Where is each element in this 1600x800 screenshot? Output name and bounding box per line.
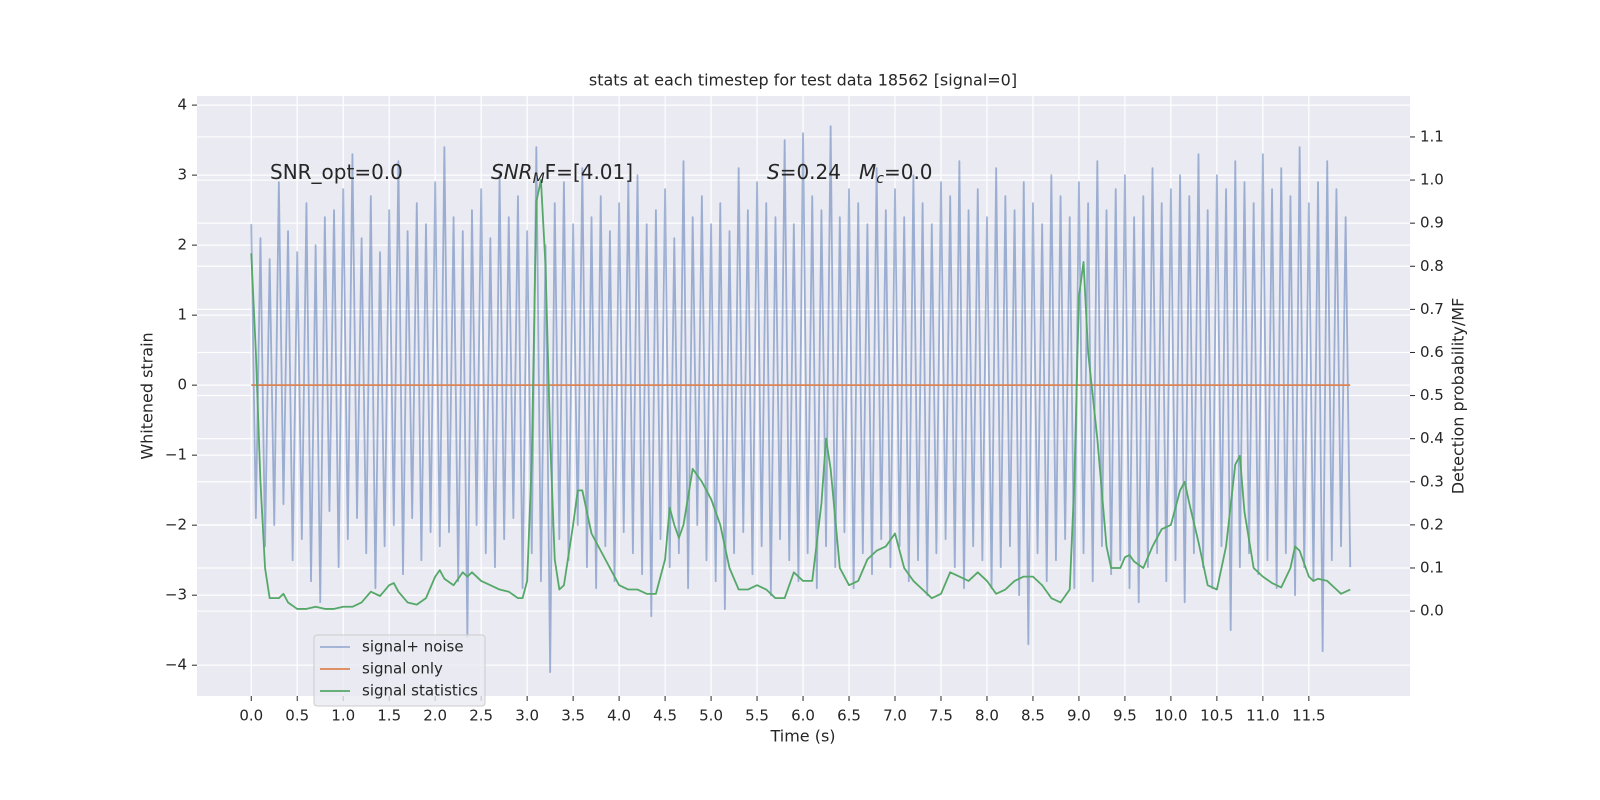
x-tick-label: 6.0 — [791, 707, 815, 725]
y-tick-label: −4 — [165, 656, 187, 674]
annotations: SNR_opt=0.0 SNRMF=[4.01] S=0.24 Mc=0.0 — [270, 160, 933, 188]
x-tick-label: 0.0 — [239, 707, 263, 725]
annotation-part: M — [533, 171, 545, 187]
y2-tick-label: 0.5 — [1420, 386, 1444, 404]
y2-tick-label: 0.2 — [1420, 515, 1444, 533]
y-tick-label: 2 — [177, 236, 187, 254]
x-tick-label: 4.0 — [607, 707, 631, 725]
y-axis-label: Whitened strain — [138, 332, 157, 459]
y-tick-label: −1 — [165, 446, 187, 464]
y-tick-label: 1 — [177, 306, 187, 324]
annotation-part: SNR — [491, 160, 533, 184]
x-tick-label: 2.0 — [423, 707, 447, 725]
x-tick-label: 9.0 — [1067, 707, 1091, 725]
x-tick-label: 8.0 — [975, 707, 999, 725]
legend-label: signal statistics — [362, 682, 478, 700]
x-tick-label: 2.5 — [469, 707, 493, 725]
marks — [250, 125, 1352, 674]
x-tick-label: 3.5 — [561, 707, 585, 725]
annotation-part: c — [876, 171, 884, 187]
annotation: SNR_opt=0.0 — [270, 160, 403, 184]
x-tick-label: 1.5 — [377, 707, 401, 725]
y2-tick-label: 0.7 — [1420, 300, 1444, 318]
legend-label: signal+ noise — [362, 638, 464, 656]
x-tick-label: 9.5 — [1113, 707, 1137, 725]
y2-tick-label: 0.6 — [1420, 343, 1444, 361]
y2-tick-label: 0.3 — [1420, 472, 1444, 490]
y2-tick-label: 0.8 — [1420, 257, 1444, 275]
x-tick-label: 7.5 — [929, 707, 953, 725]
y2-tick-label: 0.9 — [1420, 214, 1444, 232]
x-tick-label: 0.5 — [285, 707, 309, 725]
x-tick-label: 11.0 — [1246, 707, 1279, 725]
y2-tick-label: 0.0 — [1420, 602, 1444, 620]
annotation: S=0.24 — [767, 160, 841, 184]
y-tick-label: −2 — [165, 516, 187, 534]
annotation-part: F=[4.01] — [545, 160, 633, 184]
x-tick-label: 10.5 — [1200, 707, 1233, 725]
y2-tick-label: 1.1 — [1420, 127, 1444, 145]
x-tick-label: 7.0 — [883, 707, 907, 725]
x-tick-label: 8.5 — [1021, 707, 1045, 725]
y-tick-label: 0 — [177, 376, 187, 394]
x-tick-label: 3.0 — [515, 707, 539, 725]
legend: signal+ noise signal only signal statistic… — [313, 634, 486, 707]
y-tick-label: 4 — [177, 96, 187, 114]
x-tick-label: 1.0 — [331, 707, 355, 725]
chart-title: stats at each timestep for test data 185… — [589, 71, 1017, 90]
x-axis-label: Time (s) — [769, 727, 835, 746]
x-tick-label: 6.5 — [837, 707, 861, 725]
annotation-part: =0.0 — [884, 160, 933, 184]
annotation: Mc=0.0 — [859, 160, 933, 188]
annotation-part: S — [767, 160, 780, 184]
series-line — [250, 179, 1351, 610]
y2-axis-label: Detection probability/MF — [1449, 298, 1468, 495]
x-tick-label: 4.5 — [653, 707, 677, 725]
y2-tick-label: 1.0 — [1420, 171, 1444, 189]
y2-tick-label: 0.4 — [1420, 429, 1444, 447]
legend-label: signal only — [362, 660, 443, 678]
x-tick-label: 5.0 — [699, 707, 723, 725]
annotation-part: M — [859, 160, 876, 184]
legend-box — [313, 634, 486, 707]
y2-tick-label: 0.1 — [1420, 558, 1444, 576]
annotation-part: =0.24 — [780, 160, 841, 184]
y-tick-label: −3 — [165, 586, 187, 604]
series-line — [250, 125, 1352, 674]
x-tick-label: 11.5 — [1292, 707, 1325, 725]
annotation: SNRMF=[4.01] — [491, 160, 633, 188]
x-tick-label: 10.0 — [1154, 707, 1187, 725]
annotation-part: SNR_opt=0.0 — [270, 160, 403, 184]
x-tick-label: 5.5 — [745, 707, 769, 725]
y-tick-label: 3 — [177, 166, 187, 184]
